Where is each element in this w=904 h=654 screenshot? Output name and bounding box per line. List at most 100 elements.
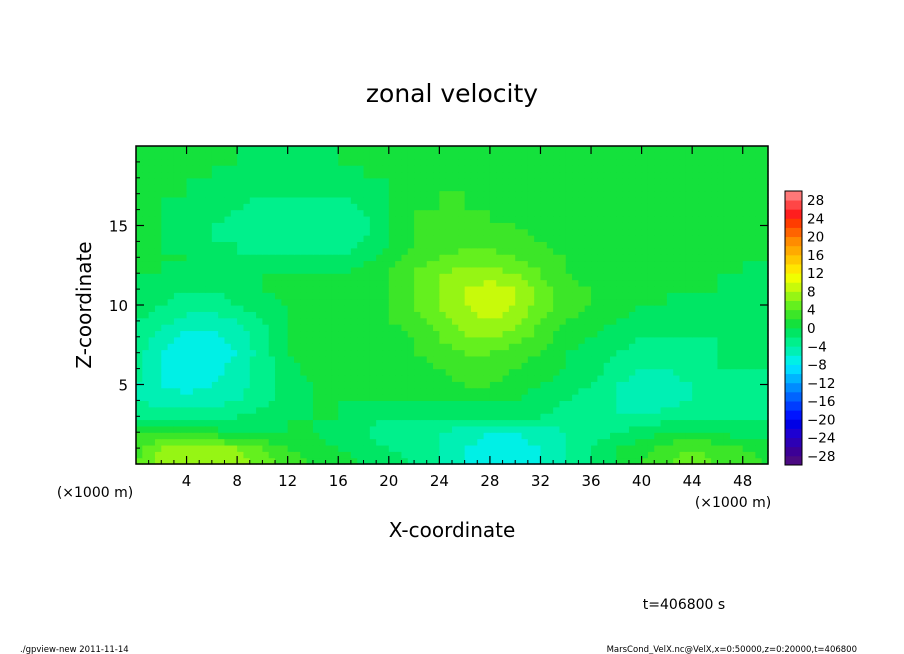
heatmap-cell: [610, 451, 617, 459]
heatmap-cell: [489, 266, 497, 274]
heatmap-cell: [628, 158, 636, 166]
heatmap-cell: [319, 444, 327, 452]
heatmap-cell: [641, 343, 649, 351]
heatmap-cell: [717, 419, 725, 427]
heatmap-cell: [173, 203, 181, 211]
heatmap-cell: [654, 298, 662, 306]
heatmap-cell: [521, 228, 529, 236]
heatmap-cell: [249, 425, 257, 433]
heatmap-cell: [483, 260, 491, 268]
heatmap-cell: [262, 387, 270, 395]
heatmap-cell: [439, 260, 447, 268]
heatmap-cell: [344, 457, 352, 465]
heatmap-cell: [698, 343, 706, 351]
heatmap-cell: [635, 228, 643, 236]
heatmap-cell: [136, 209, 143, 217]
heatmap-cell: [508, 292, 516, 300]
heatmap-cell: [312, 311, 320, 319]
heatmap-cell: [439, 285, 447, 293]
heatmap-cell: [275, 241, 282, 249]
heatmap-cell: [736, 190, 744, 198]
heatmap-cell: [470, 146, 478, 153]
heatmap-cell: [325, 413, 333, 421]
heatmap-cell: [673, 413, 681, 421]
heatmap-cell: [205, 305, 213, 312]
heatmap-cell: [180, 279, 188, 287]
heatmap-cell: [603, 203, 611, 211]
heatmap-cell: [382, 215, 390, 223]
heatmap-cell: [275, 190, 282, 198]
heatmap-cell: [647, 177, 655, 185]
heatmap-cell: [610, 349, 617, 357]
heatmap-cell: [610, 222, 617, 230]
heatmap-cell: [262, 241, 270, 249]
heatmap-cell: [262, 457, 270, 465]
heatmap-cell: [458, 247, 466, 255]
heatmap-cell: [306, 158, 314, 166]
heatmap-cell: [142, 152, 150, 160]
heatmap-cell: [439, 355, 447, 363]
heatmap-cell: [218, 171, 226, 179]
heatmap-cell: [401, 305, 409, 312]
heatmap-cell: [376, 196, 384, 204]
heatmap-cell: [483, 419, 491, 427]
heatmap-cell: [312, 241, 320, 249]
heatmap-cell: [502, 203, 510, 211]
heatmap-cell: [287, 298, 295, 306]
heatmap-cell: [591, 387, 598, 395]
heatmap-cell: [249, 228, 257, 236]
heatmap-cell: [565, 349, 573, 357]
heatmap-cell: [136, 324, 143, 332]
heatmap-cell: [477, 387, 485, 395]
heatmap-cell: [363, 419, 371, 427]
heatmap-cell: [142, 457, 150, 465]
heatmap-cell: [388, 247, 396, 255]
heatmap-cell: [704, 260, 712, 268]
heatmap-cell: [325, 387, 333, 395]
heatmap-cell: [711, 425, 719, 433]
heatmap-cell: [312, 215, 320, 223]
heatmap-cell: [161, 292, 169, 300]
heatmap-cell: [243, 165, 251, 173]
heatmap-cell: [711, 184, 719, 192]
heatmap-cell: [458, 444, 466, 452]
heatmap-cell: [439, 184, 447, 192]
heatmap-cell: [540, 146, 548, 153]
heatmap-cell: [749, 158, 756, 166]
heatmap-cell: [230, 451, 238, 459]
heatmap-cell: [268, 311, 276, 319]
heatmap-cell: [414, 209, 421, 217]
heatmap-cell: [414, 330, 421, 338]
heatmap-cell: [136, 336, 143, 344]
heatmap-cell: [622, 343, 630, 351]
heatmap-cell: [603, 222, 611, 230]
heatmap-cell: [363, 349, 371, 357]
heatmap-cell: [344, 317, 352, 325]
heatmap-cell: [496, 190, 504, 198]
heatmap-cell: [426, 190, 434, 198]
heatmap-cell: [515, 451, 523, 459]
heatmap-cell: [281, 222, 289, 230]
heatmap-cell: [407, 146, 415, 153]
heatmap-cell: [470, 260, 478, 268]
heatmap-cell: [161, 438, 169, 446]
heatmap-cell: [376, 152, 384, 160]
heatmap-cell: [666, 177, 674, 185]
heatmap-cell: [306, 146, 314, 153]
heatmap-cell: [142, 438, 150, 446]
heatmap-cell: [666, 254, 674, 262]
heatmap-cell: [527, 184, 535, 192]
heatmap-cell: [186, 146, 194, 153]
heatmap-cell: [749, 266, 756, 274]
heatmap-cell: [711, 336, 719, 344]
heatmap-cell: [477, 203, 485, 211]
heatmap-cell: [312, 247, 320, 255]
heatmap-cell: [312, 165, 320, 173]
heatmap-cell: [521, 247, 529, 255]
heatmap-cell: [698, 260, 706, 268]
heatmap-cell: [565, 336, 573, 344]
heatmap-cell: [350, 228, 358, 236]
heatmap-cell: [761, 457, 769, 465]
heatmap-cell: [350, 457, 358, 465]
heatmap-cell: [540, 273, 548, 281]
